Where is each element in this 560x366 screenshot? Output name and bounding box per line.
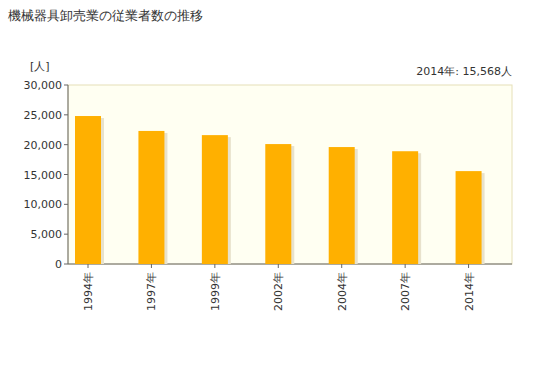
tick: [468, 264, 469, 268]
bar: [392, 151, 418, 264]
tick: [64, 174, 68, 175]
tick: [64, 264, 68, 265]
tick: [64, 234, 68, 235]
title: 機械器具卸売業の従業者数の推移: [8, 8, 203, 23]
tick-label: 15,000: [24, 169, 63, 182]
tick-label: 1994年: [82, 272, 95, 311]
plot-area: [68, 85, 512, 264]
tick: [64, 114, 68, 115]
tick-label: 2002年: [272, 272, 285, 311]
bars: [75, 116, 485, 264]
tick: [405, 264, 406, 268]
bar: [329, 147, 355, 264]
tick: [278, 264, 279, 268]
tick-label: 1999年: [209, 272, 222, 311]
tick-label: 2007年: [399, 272, 412, 311]
axis-label: [人]: [30, 60, 50, 73]
bar: [75, 116, 101, 264]
tick-label: 2014年: [463, 272, 476, 311]
tick-label: 0: [55, 258, 62, 271]
tick-label: 5,000: [31, 228, 63, 241]
tick: [341, 264, 342, 268]
bar: [202, 135, 228, 264]
bar: [138, 131, 164, 264]
annotation: 2014年: 15,568人: [416, 65, 512, 78]
tick: [64, 85, 68, 86]
tick-label: 1997年: [145, 272, 158, 311]
bar: [265, 144, 291, 264]
tick: [151, 264, 152, 268]
tick: [88, 264, 89, 268]
chart: 機械器具卸売業の従業者数の推移 [人] 2014年: 15,568人 0 5,000 10…: [0, 0, 560, 366]
tick-label: 10,000: [24, 198, 63, 211]
tick: [64, 204, 68, 205]
bar: [456, 171, 482, 264]
tick: [214, 264, 215, 268]
tick-label: 30,000: [24, 79, 63, 92]
tick: [64, 144, 68, 145]
y-axis: [68, 85, 69, 264]
tick-label: 20,000: [24, 139, 63, 152]
tick-label: 2004年: [336, 272, 349, 311]
tick-label: 25,000: [24, 109, 63, 122]
